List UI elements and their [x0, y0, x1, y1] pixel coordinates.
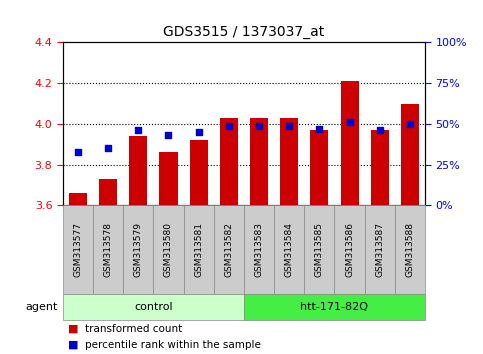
- Bar: [311, 130, 328, 205]
- Text: ▶: ▶: [65, 302, 74, 312]
- Text: GSM313580: GSM313580: [164, 222, 173, 277]
- Text: transformed count: transformed count: [85, 324, 182, 334]
- Text: GSM313586: GSM313586: [345, 222, 354, 277]
- Text: GSM313577: GSM313577: [73, 222, 83, 277]
- Bar: [401, 104, 419, 205]
- Text: GSM313587: GSM313587: [375, 222, 384, 277]
- Text: ■: ■: [68, 340, 78, 350]
- Title: GDS3515 / 1373037_at: GDS3515 / 1373037_at: [163, 25, 325, 39]
- Text: GSM313582: GSM313582: [224, 222, 233, 277]
- Bar: [69, 193, 87, 205]
- Point: [315, 126, 323, 132]
- Text: GSM313584: GSM313584: [284, 222, 294, 277]
- Text: GSM313588: GSM313588: [405, 222, 414, 277]
- Text: htt-171-82Q: htt-171-82Q: [300, 302, 369, 312]
- Point: [225, 123, 233, 129]
- Point: [74, 149, 82, 154]
- Text: ■: ■: [68, 324, 78, 334]
- Bar: [220, 118, 238, 205]
- Bar: [250, 118, 268, 205]
- Point: [104, 145, 112, 151]
- Text: GSM313578: GSM313578: [103, 222, 113, 277]
- Bar: [159, 153, 178, 205]
- Text: agent: agent: [26, 302, 58, 312]
- Point: [285, 123, 293, 129]
- Text: GSM313579: GSM313579: [134, 222, 143, 277]
- Text: GSM313583: GSM313583: [255, 222, 264, 277]
- Point: [195, 129, 202, 135]
- Bar: [371, 130, 389, 205]
- Point: [165, 132, 172, 138]
- Text: GSM313581: GSM313581: [194, 222, 203, 277]
- Text: percentile rank within the sample: percentile rank within the sample: [85, 340, 260, 350]
- Point: [376, 127, 384, 133]
- Bar: [99, 179, 117, 205]
- Bar: [280, 118, 298, 205]
- Point: [255, 123, 263, 129]
- Bar: [341, 81, 358, 205]
- Point: [406, 121, 414, 127]
- Text: control: control: [134, 302, 172, 312]
- Bar: [129, 136, 147, 205]
- Text: GSM313585: GSM313585: [315, 222, 324, 277]
- Point: [134, 127, 142, 133]
- Point: [346, 119, 354, 125]
- Bar: [189, 140, 208, 205]
